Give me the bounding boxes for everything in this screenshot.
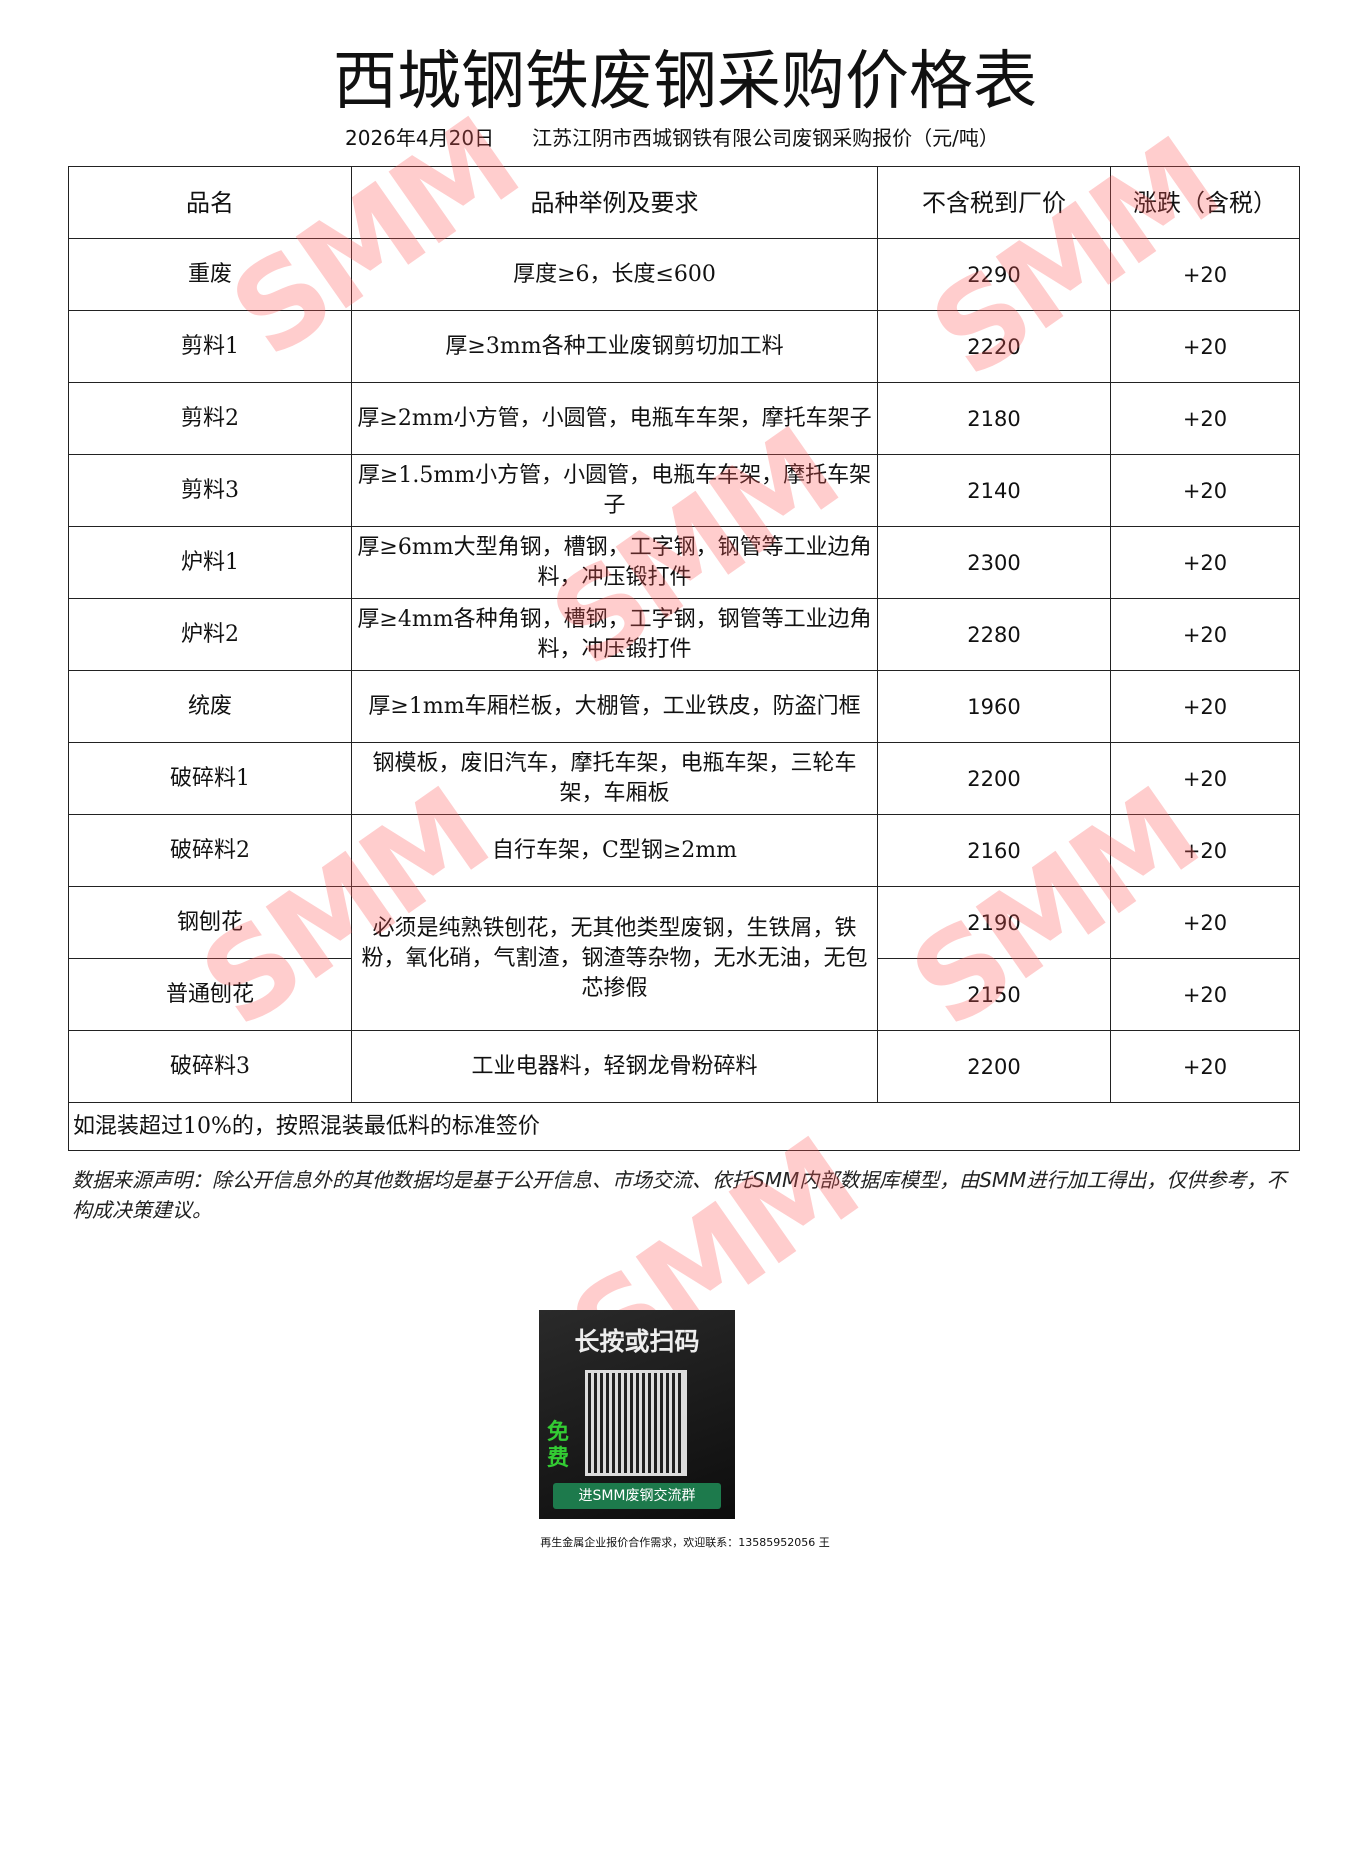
cell-spec: 厚≥2mm小方管，小圆管，电瓶车车架，摩托车架子	[351, 382, 878, 455]
cell-name: 破碎料1	[68, 742, 352, 815]
cell-change: +20	[1110, 958, 1300, 1031]
header-price: 不含税到厂价	[877, 166, 1111, 239]
free-label: 免费	[547, 1420, 570, 1471]
cell-price: 2280	[877, 598, 1111, 671]
cell-price: 2150	[877, 958, 1111, 1031]
page-title: 西城钢铁废钢采购价格表	[333, 45, 1037, 119]
qr-title: 长按或扫码	[574, 1327, 700, 1356]
disclaimer: 数据来源声明：除公开信息外的其他数据均是基于公开信息、市场交流、依托SMM内部数…	[72, 1168, 1287, 1222]
cell-spec: 厚≥4mm各种角钢，槽钢，工字钢，钢管等工业边角料，冲压锻打件	[351, 598, 878, 671]
cell-change: +20	[1110, 382, 1300, 455]
table-row: 破碎料2 自行车架，C型钢≥2mm 2160 +20	[68, 814, 1300, 887]
note: 如混装超过10%的，按照混装最低料的标准签价	[68, 1102, 1300, 1151]
date: 2026年4月20日	[345, 126, 495, 150]
cell-spec: 厚≥1mm车厢栏板，大棚管，工业铁皮，防盗门框	[351, 670, 878, 743]
table-row: 炉料1 厚≥6mm大型角钢，槽钢，工字钢，钢管等工业边角料，冲压锻打件 2300 +2…	[68, 526, 1300, 599]
cell-name: 炉料2	[68, 598, 352, 671]
table-row: 破碎料3 工业电器料，轻钢龙骨粉碎料 2200 +20	[68, 1030, 1300, 1103]
cell-change: +20	[1110, 886, 1300, 959]
table-row: 炉料2 厚≥4mm各种角钢，槽钢，工字钢，钢管等工业边角料，冲压锻打件 2280 +2…	[68, 598, 1300, 671]
cell-name: 剪料2	[68, 382, 352, 455]
cell-spec: 必须是纯熟铁刨花，无其他类型废钢，生铁屑，铁粉，氧化硝，气割渣，钢渣等杂物，无水…	[351, 886, 878, 1031]
cell-spec: 厚度≥6，长度≤600	[351, 238, 878, 311]
cell-name: 破碎料3	[68, 1030, 352, 1103]
cell-spec: 厚≥3mm各种工业废钢剪切加工料	[351, 310, 878, 383]
cell-spec: 厚≥6mm大型角钢，槽钢，工字钢，钢管等工业边角料，冲压锻打件	[351, 526, 878, 599]
cell-price: 2160	[877, 814, 1111, 887]
cell-name: 重废	[68, 238, 352, 311]
subtitle-desc: 江苏江阴市西城钢铁有限公司废钢采购报价（元/吨）	[532, 126, 999, 150]
cell-change: +20	[1110, 1030, 1300, 1103]
cell-change: +20	[1110, 670, 1300, 743]
cell-price: 1960	[877, 670, 1111, 743]
cell-price: 2190	[877, 886, 1111, 959]
cell-change: +20	[1110, 454, 1300, 527]
header-change: 涨跌（含税）	[1110, 166, 1300, 239]
qr-code[interactable]	[585, 1370, 687, 1476]
cell-name: 普通刨花	[68, 958, 352, 1031]
table-row: 剪料2 厚≥2mm小方管，小圆管，电瓶车车架，摩托车架子 2180 +20	[68, 382, 1300, 455]
cell-price: 2200	[877, 742, 1111, 815]
header-spec: 品种举例及要求	[351, 166, 878, 239]
cell-name: 剪料1	[68, 310, 352, 383]
cell-spec: 钢模板，废旧汽车，摩托车架，电瓶车架，三轮车架，车厢板	[351, 742, 878, 815]
cell-price: 2200	[877, 1030, 1111, 1103]
cell-change: +20	[1110, 742, 1300, 815]
cell-spec: 工业电器料，轻钢龙骨粉碎料	[351, 1030, 878, 1103]
cell-spec: 厚≥1.5mm小方管，小圆管，电瓶车车架，摩托车架子	[351, 454, 878, 527]
cell-change: +20	[1110, 526, 1300, 599]
cell-name: 炉料1	[68, 526, 352, 599]
table-row: 重废 厚度≥6，长度≤600 2290 +20	[68, 238, 1300, 311]
cell-name: 钢刨花	[68, 886, 352, 959]
cell-price: 2300	[877, 526, 1111, 599]
cell-change: +20	[1110, 310, 1300, 383]
cell-name: 统废	[68, 670, 352, 743]
contact-footer: 再生金属企业报价合作需求，欢迎联系：13585952056 王	[540, 1536, 830, 1549]
price-table: 品名 品种举例及要求 不含税到厂价 涨跌（含税） 重废 厚度≥6，长度≤600 22…	[68, 166, 1300, 1151]
subtitle: 2026年4月20日 江苏江阴市西城钢铁有限公司废钢采购报价（元/吨）	[345, 122, 1037, 151]
table-row: 普通刨花 2150 +20	[68, 958, 1300, 1031]
cell-price: 2220	[877, 310, 1111, 383]
table-row: 剪料1 厚≥3mm各种工业废钢剪切加工料 2220 +20	[68, 310, 1300, 383]
qr-code-banner[interactable]: 长按或扫码 免费 进SMM废钢交流群	[539, 1310, 735, 1519]
join-group-button[interactable]: 进SMM废钢交流群	[553, 1483, 721, 1509]
table-row: 剪料3 厚≥1.5mm小方管，小圆管，电瓶车车架，摩托车架子 2140 +20	[68, 454, 1300, 527]
cell-price: 2140	[877, 454, 1111, 527]
table-row: 钢刨花 必须是纯熟铁刨花，无其他类型废钢，生铁屑，铁粉，氧化硝，气割渣，钢渣等杂物…	[68, 886, 1300, 1031]
table-header: 品名 品种举例及要求 不含税到厂价 涨跌（含税）	[68, 166, 1300, 239]
header-name: 品名	[68, 166, 352, 239]
cell-change: +20	[1110, 598, 1300, 671]
cell-change: +20	[1110, 238, 1300, 311]
cell-price: 2290	[877, 238, 1111, 311]
table-row: 统废 厚≥1mm车厢栏板，大棚管，工业铁皮，防盗门框 1960 +20	[68, 670, 1300, 743]
cell-change: +20	[1110, 814, 1300, 887]
table-row: 破碎料1 钢模板，废旧汽车，摩托车架，电瓶车架，三轮车架，车厢板 2200 +20	[68, 742, 1300, 815]
cell-name: 破碎料2	[68, 814, 352, 887]
cell-spec: 自行车架，C型钢≥2mm	[351, 814, 878, 887]
cell-price: 2180	[877, 382, 1111, 455]
cell-name: 剪料3	[68, 454, 352, 527]
